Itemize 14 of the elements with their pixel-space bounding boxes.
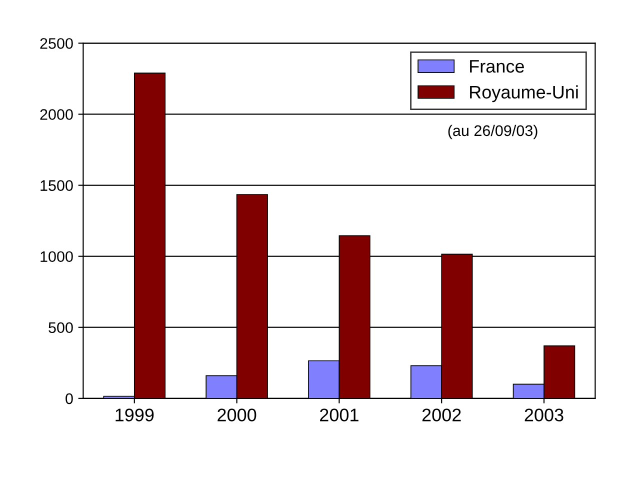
legend-label: France bbox=[470, 60, 524, 73]
y-tick-label: 500 bbox=[48, 322, 73, 334]
legend-label: Royaume-Uni bbox=[470, 85, 578, 102]
x-tick-label: 2000 bbox=[218, 408, 256, 422]
x-tick-label: 2002 bbox=[422, 408, 461, 422]
x-tick-label: 2003 bbox=[524, 408, 564, 422]
y-tick-label: 2000 bbox=[40, 109, 73, 120]
y-tick-label: 2500 bbox=[40, 38, 73, 49]
y-tick-label: 1000 bbox=[40, 251, 73, 262]
y-tick-label: 1500 bbox=[40, 180, 73, 191]
x-tick-label: 2001 bbox=[320, 408, 358, 422]
x-tick-label: 1999 bbox=[116, 408, 154, 422]
annotation: (au 26/09/03) bbox=[448, 124, 538, 140]
y-tick-label: 0 bbox=[66, 393, 73, 404]
